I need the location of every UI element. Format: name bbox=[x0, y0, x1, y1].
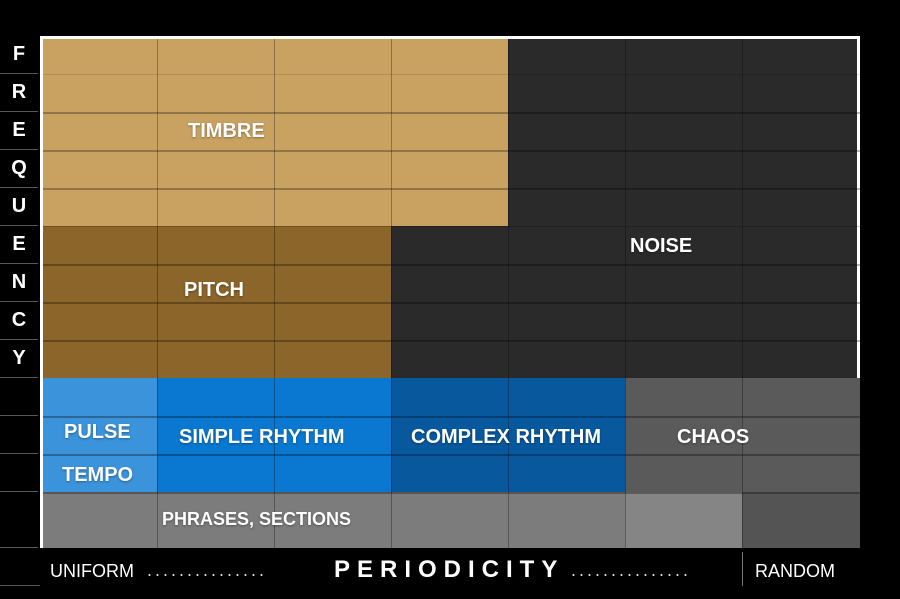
y-axis-spacer bbox=[0, 416, 38, 454]
y-axis-letter: C bbox=[0, 302, 38, 340]
grid-line bbox=[274, 39, 275, 548]
x-axis-right-label: RANDOM bbox=[755, 561, 835, 581]
y-axis-letter: Q bbox=[0, 150, 38, 188]
grid-line bbox=[43, 74, 860, 75]
x-axis-left-label: UNIFORM bbox=[50, 561, 134, 581]
y-axis-spacer bbox=[0, 492, 38, 548]
region-chaos bbox=[625, 378, 860, 492]
pitch-label: PITCH bbox=[184, 279, 244, 301]
y-axis-letter: U bbox=[0, 188, 38, 226]
region-pulse-tempo bbox=[43, 378, 157, 492]
region-pitch bbox=[43, 226, 391, 378]
axis-tick bbox=[0, 585, 40, 586]
grid-line bbox=[43, 150, 860, 152]
pulse-label: PULSE bbox=[64, 421, 131, 443]
tempo-label: TEMPO bbox=[62, 464, 134, 486]
region-timbre bbox=[43, 39, 508, 226]
simple-rhythm-label: SIMPLE RHYTHM bbox=[179, 426, 345, 448]
y-axis-letter: R bbox=[0, 74, 38, 112]
grid-line bbox=[508, 39, 509, 548]
grid-line bbox=[625, 39, 626, 548]
y-axis-spacer bbox=[0, 454, 38, 492]
x-axis-title: PERIODICITY bbox=[334, 556, 565, 583]
grid-line bbox=[43, 112, 860, 114]
phrases-sections-label: PHRASES, SECTIONS bbox=[162, 509, 352, 529]
grid-line bbox=[43, 454, 860, 456]
chaos-label: CHAOS bbox=[677, 426, 750, 448]
region-complex-rhythm bbox=[391, 378, 625, 492]
frequency-periodicity-grid: TIMBRE PITCH NOISE PULSE TEMPO SIMPLE RH… bbox=[40, 36, 860, 548]
x-axis-dots-right: ............... bbox=[571, 560, 692, 580]
axis-divider bbox=[742, 552, 743, 586]
grid-line bbox=[43, 492, 860, 494]
grid-line bbox=[43, 264, 860, 266]
region-phrases-dark bbox=[742, 492, 860, 548]
grid-line bbox=[43, 302, 860, 304]
complex-rhythm-label: COMPLEX RHYTHM bbox=[411, 426, 601, 448]
x-axis-dots-left: ............... bbox=[147, 560, 268, 580]
y-axis-letter: E bbox=[0, 226, 38, 264]
grid-line bbox=[391, 39, 392, 548]
x-axis: UNIFORM ............... PERIODICITY ....… bbox=[0, 552, 900, 592]
y-axis-letter: E bbox=[0, 112, 38, 150]
y-axis-letter: N bbox=[0, 264, 38, 302]
grid-line bbox=[43, 226, 860, 227]
grid-line bbox=[157, 39, 158, 548]
region-phrases-light bbox=[625, 492, 742, 548]
grid-line bbox=[43, 416, 860, 418]
timbre-label: TIMBRE bbox=[188, 120, 265, 142]
grid-line bbox=[742, 39, 743, 548]
grid-line bbox=[43, 340, 860, 342]
y-axis-letter: Y bbox=[0, 340, 38, 378]
grid-line bbox=[43, 188, 860, 190]
y-axis-spacer bbox=[0, 378, 38, 416]
y-axis-letter: F bbox=[0, 36, 38, 74]
region-simple-rhythm bbox=[157, 378, 391, 492]
noise-label: NOISE bbox=[630, 235, 693, 257]
region-phrases-sections bbox=[43, 492, 625, 548]
